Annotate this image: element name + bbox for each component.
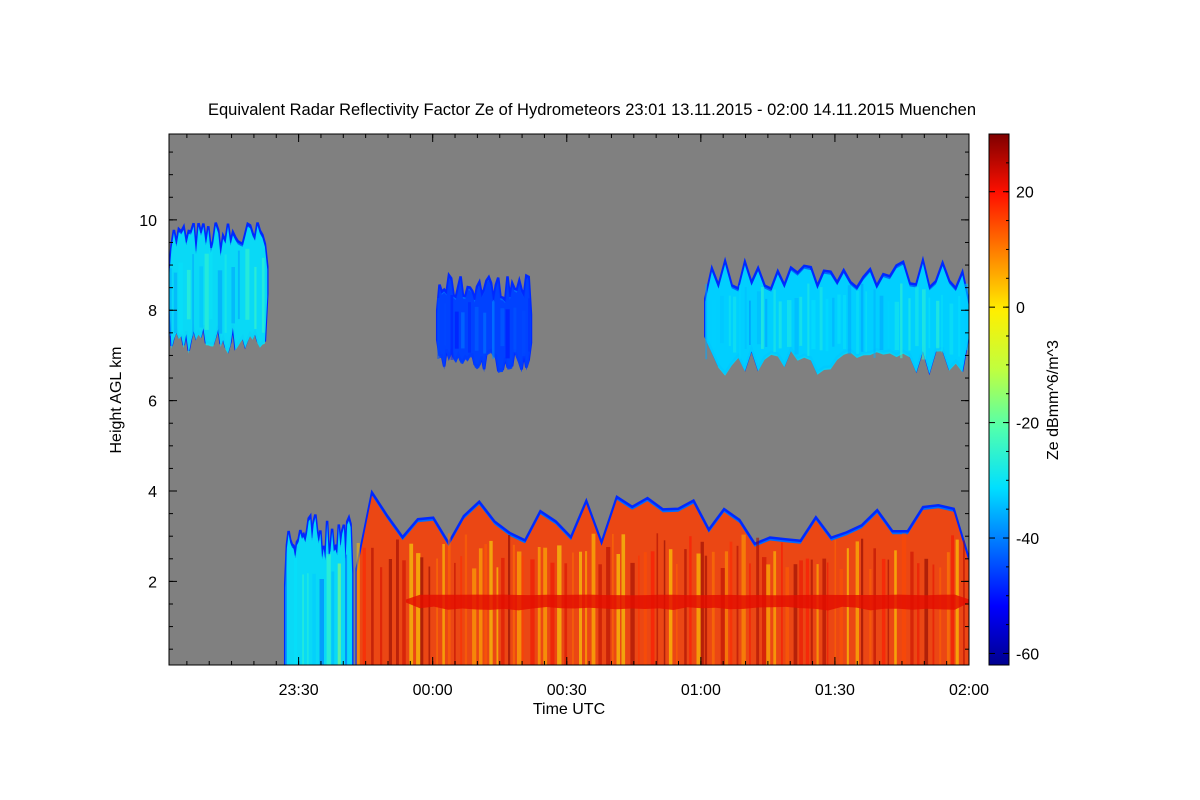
colorbar-tick-label: 0: [1016, 300, 1025, 317]
colorbar-ticks: 20 0 -20 -40 -60: [989, 133, 1039, 663]
colorbar-tick-label: -20: [1016, 416, 1039, 433]
feature-cirrus-late: [704, 255, 969, 376]
x-tick-label: 00:30: [547, 682, 587, 699]
feature-cirrus-mid: [435, 271, 533, 373]
reflectivity-features: [169, 221, 969, 665]
x-axis: 23:30 00:00 00:30 01:00 01:30 02:00: [186, 134, 989, 699]
x-tick-label: 00:00: [413, 682, 453, 699]
x-tick-label: 02:00: [949, 682, 989, 699]
colorbar: [988, 133, 1010, 666]
y-tick-label: 10: [139, 213, 157, 230]
x-axis-label: Time UTC: [533, 701, 605, 718]
colorbar-label: Ze dBmm^6/m^3: [1045, 340, 1062, 460]
y-axis-label: Height AGL km: [108, 346, 125, 453]
x-tick-label: 01:30: [815, 682, 855, 699]
y-tick-label: 4: [148, 484, 157, 501]
y-tick-label: 6: [148, 394, 157, 411]
y-tick-label: 2: [148, 574, 157, 591]
x-tick-label: 01:00: [681, 682, 721, 699]
colorbar-tick-label: 20: [1016, 185, 1034, 202]
y-axis: 2 4 6 8 10: [139, 151, 969, 650]
feature-bright-band: [405, 594, 969, 611]
plot-frame: [168, 133, 970, 666]
feature-precip-onset: [283, 512, 354, 665]
colorbar-tick-label: -40: [1016, 531, 1039, 548]
feature-cirrus-early: [169, 221, 269, 354]
chart-title: Equivalent Radar Reflectivity Factor Ze …: [208, 101, 976, 119]
y-tick-label: 8: [148, 303, 157, 320]
x-tick-label: 23:30: [279, 682, 319, 699]
colorbar-tick-label: -60: [1016, 646, 1039, 663]
